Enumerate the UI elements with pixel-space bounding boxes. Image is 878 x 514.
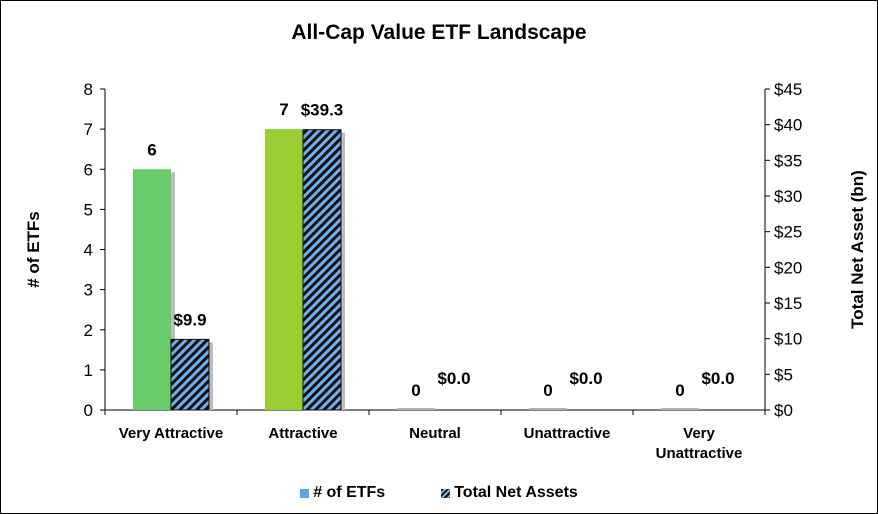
data-label-total-net-assets: $0.0	[701, 369, 734, 388]
left-tick-label: 5	[84, 200, 93, 219]
category-label: Very	[683, 425, 715, 442]
data-label-etf-count: 0	[411, 381, 420, 400]
right-tick-label: $30	[774, 187, 802, 206]
right-tick-label: $35	[774, 151, 802, 170]
right-tick-label: $15	[774, 294, 802, 313]
chart-title: All-Cap Value ETF Landscape	[291, 21, 587, 44]
data-label-etf-count: 6	[147, 140, 156, 159]
right-tick-label: $0	[774, 401, 793, 420]
bar-total-net-assets	[170, 338, 210, 411]
category-label: Attractive	[268, 425, 337, 442]
right-tick-label: $25	[774, 223, 802, 242]
legend-label-etfs: # of ETFs	[313, 484, 386, 501]
data-label-total-net-assets: $0.0	[437, 369, 470, 388]
left-tick-label: 6	[84, 160, 93, 179]
legend-swatch-etfs	[300, 488, 310, 498]
data-label-etf-count: 0	[675, 381, 684, 400]
legend-swatch-tna	[441, 488, 451, 498]
category-label: Unattractive	[524, 425, 611, 442]
left-tick-label: 0	[84, 401, 93, 420]
left-tick-label: 3	[84, 281, 93, 300]
left-tick-label: 4	[84, 241, 93, 260]
bar-total-net-assets	[302, 129, 342, 411]
legend-item-tna[interactable]: Total Net Assets	[441, 484, 578, 502]
data-label-total-net-assets: $0.0	[569, 369, 602, 388]
data-label-total-net-assets: $39.3	[301, 101, 344, 120]
category-label: Neutral	[409, 425, 461, 442]
category-label: Unattractive	[656, 445, 743, 462]
right-tick-label: $20	[774, 258, 802, 277]
chart-legend: # of ETFs Total Net Assets	[1, 484, 877, 502]
data-label-total-net-assets: $9.9	[173, 310, 206, 329]
category-label: Very Attractive	[119, 425, 224, 442]
bar-etf-count	[397, 408, 435, 410]
legend-item-etfs[interactable]: # of ETFs	[300, 484, 385, 502]
bar-etf-count	[133, 169, 171, 410]
y-axis-title: # of ETFs	[24, 211, 43, 288]
right-tick-label: $5	[774, 365, 793, 384]
bar-etf-count	[529, 408, 567, 410]
right-tick-label: $45	[774, 80, 802, 99]
data-label-etf-count: 7	[279, 100, 288, 119]
y2-axis-title: Total Net Asset (bn)	[848, 170, 867, 329]
right-tick-label: $40	[774, 116, 802, 135]
left-tick-label: 2	[84, 321, 93, 340]
bar-etf-count	[265, 129, 303, 410]
left-tick-label: 1	[84, 361, 93, 380]
legend-label-tna: Total Net Assets	[454, 484, 578, 501]
right-tick-label: $10	[774, 330, 802, 349]
left-tick-label: 8	[84, 80, 93, 99]
bar-etf-count	[661, 408, 699, 410]
data-label-etf-count: 0	[543, 381, 552, 400]
left-tick-label: 7	[84, 120, 93, 139]
